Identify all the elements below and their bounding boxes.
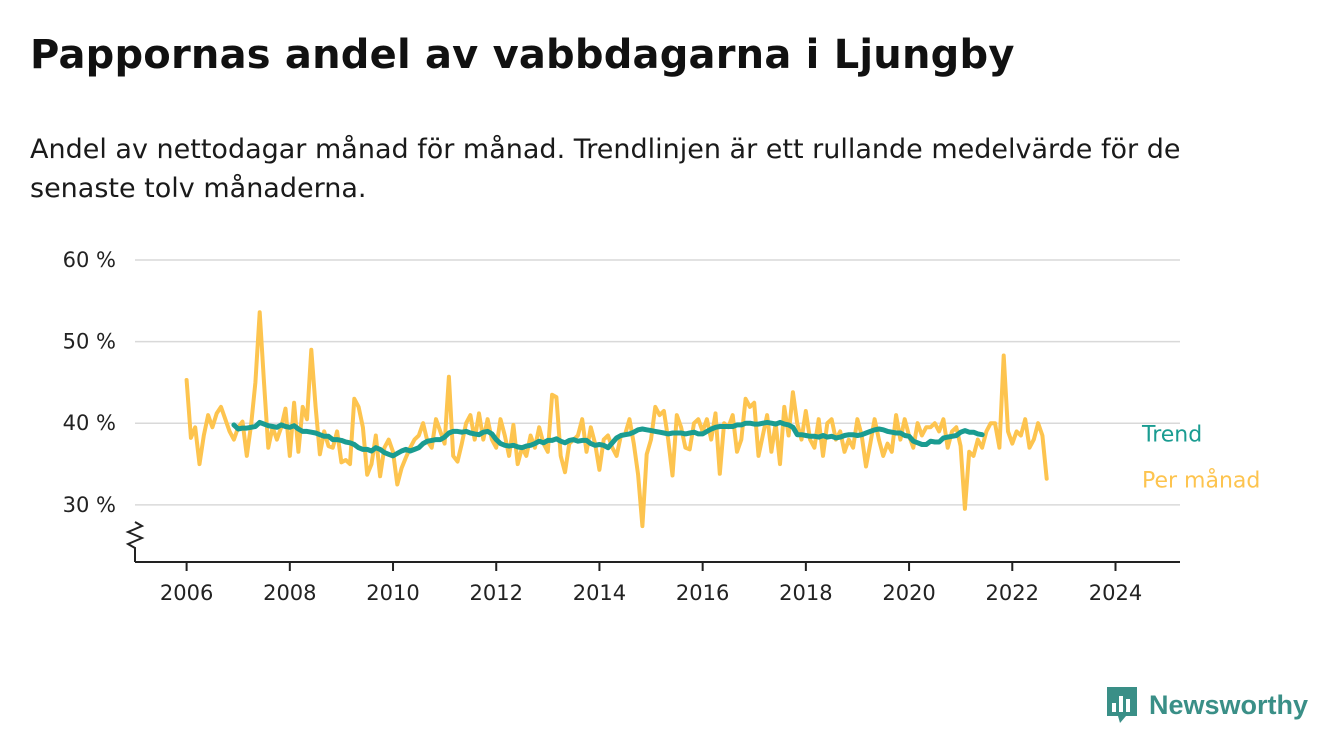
x-tick-label: 2024	[1089, 581, 1142, 605]
x-tick-label: 2020	[882, 581, 935, 605]
y-tick-label: 50 %	[63, 330, 116, 354]
y-tick-label: 60 %	[63, 248, 116, 272]
brand-name: Newsworthy	[1148, 689, 1308, 720]
series-lines	[184, 310, 1049, 529]
series-label-1: Trend	[1141, 423, 1202, 448]
x-axis: 2006 2008 2010 2012 2014 2016 2018 2020 2022 2024	[125, 521, 1180, 605]
x-tick-label: 2018	[779, 581, 832, 605]
series-line-0	[184, 310, 1049, 529]
chart-subtitle: Andel av nettodagar månad för månad. Tre…	[30, 134, 1181, 204]
x-tick-label: 2014	[573, 581, 626, 605]
x-tick-label: 2010	[366, 581, 419, 605]
x-tick-label: 2008	[263, 581, 316, 605]
gridlines	[135, 259, 1180, 506]
axis-break-icon	[125, 521, 145, 562]
newsworthy-logo: Newsworthy	[1105, 685, 1308, 725]
y-tick-label: 40 %	[63, 411, 116, 435]
bar-chart-icon	[1106, 687, 1137, 723]
series-label-0: Per månad	[1142, 468, 1260, 494]
x-tick-label: 2006	[160, 581, 213, 605]
chart-title: Pappornas andel av vabbdagarna i Ljungby	[30, 32, 1015, 78]
y-tick-label: 30 %	[63, 493, 116, 517]
x-tick-label: 2016	[676, 581, 729, 605]
series-line-1	[231, 419, 985, 459]
series-labels: Per månad Trend	[1141, 423, 1260, 494]
x-tick-label: 2012	[470, 581, 523, 605]
x-tick-label: 2022	[986, 581, 1039, 605]
y-axis-ticks: 30 % 40 % 50 % 60 %	[63, 248, 116, 517]
